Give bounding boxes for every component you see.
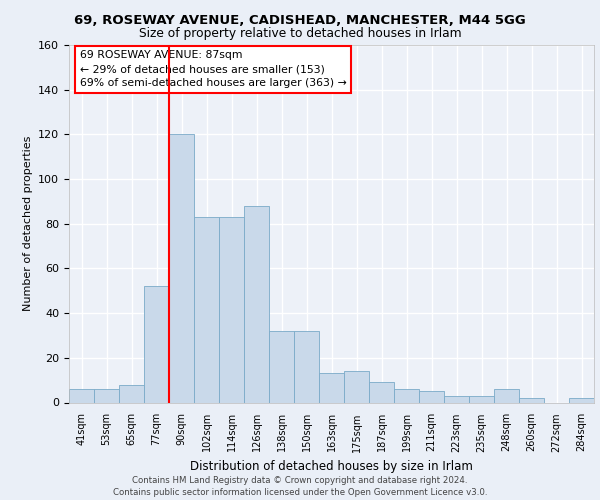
X-axis label: Distribution of detached houses by size in Irlam: Distribution of detached houses by size … bbox=[190, 460, 473, 473]
Text: Contains HM Land Registry data © Crown copyright and database right 2024.: Contains HM Land Registry data © Crown c… bbox=[132, 476, 468, 485]
Bar bbox=[119, 384, 144, 402]
Bar bbox=[269, 331, 294, 402]
Bar bbox=[569, 398, 594, 402]
Bar bbox=[244, 206, 269, 402]
Bar bbox=[419, 392, 444, 402]
Bar bbox=[94, 389, 119, 402]
Bar bbox=[194, 217, 219, 402]
Bar bbox=[369, 382, 394, 402]
Bar bbox=[494, 389, 519, 402]
Bar bbox=[519, 398, 544, 402]
Bar bbox=[169, 134, 194, 402]
Bar bbox=[69, 389, 94, 402]
Bar bbox=[319, 374, 344, 402]
Y-axis label: Number of detached properties: Number of detached properties bbox=[23, 136, 32, 312]
Bar bbox=[394, 389, 419, 402]
Bar bbox=[344, 371, 369, 402]
Text: Size of property relative to detached houses in Irlam: Size of property relative to detached ho… bbox=[139, 28, 461, 40]
Bar bbox=[219, 217, 244, 402]
Bar bbox=[144, 286, 169, 403]
Text: 69 ROSEWAY AVENUE: 87sqm
← 29% of detached houses are smaller (153)
69% of semi-: 69 ROSEWAY AVENUE: 87sqm ← 29% of detach… bbox=[79, 50, 346, 88]
Text: Contains public sector information licensed under the Open Government Licence v3: Contains public sector information licen… bbox=[113, 488, 487, 497]
Bar bbox=[444, 396, 469, 402]
Bar bbox=[294, 331, 319, 402]
Bar bbox=[469, 396, 494, 402]
Text: 69, ROSEWAY AVENUE, CADISHEAD, MANCHESTER, M44 5GG: 69, ROSEWAY AVENUE, CADISHEAD, MANCHESTE… bbox=[74, 14, 526, 27]
